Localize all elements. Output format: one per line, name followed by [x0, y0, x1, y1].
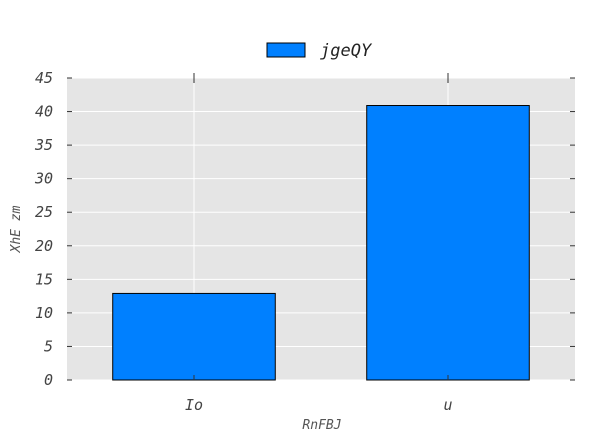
y-tick-labels: 0 5 10 15 20 25 30 35 40 45: [34, 69, 53, 389]
legend: jgeQY: [266, 41, 373, 61]
x-tick-label: Io: [185, 396, 203, 414]
y-tick-label: 35: [34, 136, 53, 154]
bar: [366, 105, 530, 381]
x-tick-labels: Io u: [185, 396, 453, 414]
y-tick-label: 5: [44, 337, 53, 355]
y-tick-label: 30: [34, 170, 53, 188]
axis-ticks: [67, 73, 575, 381]
y-tick-label: 45: [35, 69, 53, 87]
y-axis-label: XhE zm: [9, 205, 24, 253]
y-tick-label: 15: [35, 270, 53, 288]
x-axis-label: RnFBJ: [302, 418, 341, 433]
y-tick-label: 25: [35, 203, 53, 221]
y-tick-label: 0: [44, 371, 53, 389]
x-tick-label: u: [443, 396, 452, 414]
legend-label: jgeQY: [320, 41, 373, 61]
y-tick-label: 10: [35, 304, 53, 322]
y-tick-label: 20: [35, 237, 53, 255]
y-tick-label: 40: [35, 103, 53, 121]
bar: [112, 292, 276, 381]
legend-swatch: [266, 42, 306, 58]
bars: [112, 105, 530, 381]
